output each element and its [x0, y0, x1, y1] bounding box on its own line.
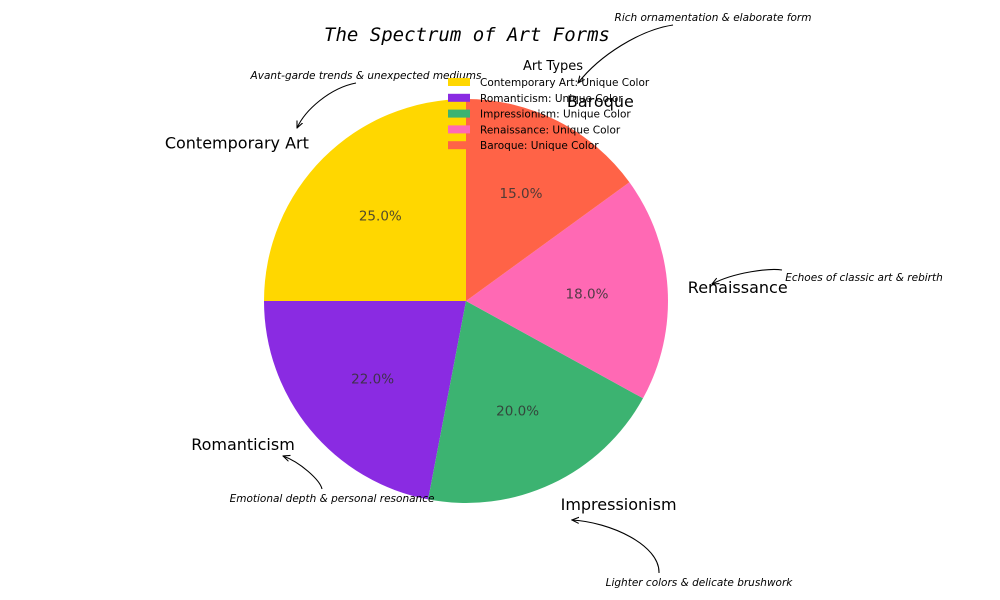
legend-swatch-romanticism — [448, 93, 470, 102]
category-label-impressionism: Impressionism — [561, 495, 677, 514]
legend-swatch-renaissance — [448, 125, 470, 134]
category-label-contemporary-art: Contemporary Art — [165, 134, 309, 153]
legend-entry-romanticism: Romanticism: Unique Color — [480, 93, 623, 105]
annotation-arrow-romanticism — [283, 456, 323, 490]
legend-entry-baroque: Baroque: Unique Color — [480, 140, 599, 152]
slice-renaissance — [466, 182, 668, 399]
legend-entry-renaissance: Renaissance: Unique Color — [480, 124, 621, 136]
legend-title: Art Types — [523, 59, 583, 74]
percent-label-contemporary-art: 25.0% — [359, 208, 402, 224]
annotation-arrow-baroque — [578, 24, 674, 83]
percent-label-impressionism: 20.0% — [496, 404, 539, 420]
slice-romanticism — [264, 301, 466, 500]
annotation-contemporary-art: Avant-garde trends & unexpected mediums — [250, 70, 482, 82]
annotations: Avant-garde trends & unexpected mediums E… — [230, 12, 943, 589]
annotation-arrow-impressionism — [572, 520, 660, 574]
annotation-impressionism: Lighter colors & delicate brushwork — [606, 577, 794, 589]
pie-slices — [264, 99, 668, 503]
percent-label-renaissance: 18.0% — [566, 286, 609, 302]
slice-impressionism — [428, 301, 644, 503]
legend-entry-impressionism: Impressionism: Unique Color — [480, 109, 631, 121]
legend-swatch-impressionism — [448, 109, 470, 118]
percent-label-romanticism: 22.0% — [351, 371, 394, 387]
legend-swatch-baroque — [448, 141, 470, 150]
annotation-romanticism: Emotional depth & personal resonance — [230, 493, 435, 505]
percent-labels: 25.0% 22.0% 20.0% 18.0% 15.0% — [351, 186, 608, 420]
category-label-renaissance: Renaissance — [688, 278, 788, 297]
annotation-renaissance: Echoes of classic art & rebirth — [785, 272, 943, 284]
annotation-baroque: Rich ornamentation & elaborate form — [615, 12, 812, 24]
legend: Art Types Contemporary Art: Unique Color… — [448, 59, 650, 152]
legend-entry-contemporary-art: Contemporary Art: Unique Color — [480, 77, 650, 89]
chart-title: The Spectrum of Art Forms — [324, 24, 610, 46]
category-label-baroque: Baroque — [567, 92, 634, 111]
percent-label-baroque: 15.0% — [500, 186, 543, 202]
annotation-arrow-renaissance — [712, 269, 783, 284]
annotation-arrow-contemporary-art — [297, 82, 357, 128]
legend-swatch-contemporary-art — [448, 78, 470, 86]
slice-contemporary-art — [264, 99, 466, 301]
slice-baroque — [466, 99, 630, 301]
category-label-romanticism: Romanticism — [191, 435, 295, 454]
